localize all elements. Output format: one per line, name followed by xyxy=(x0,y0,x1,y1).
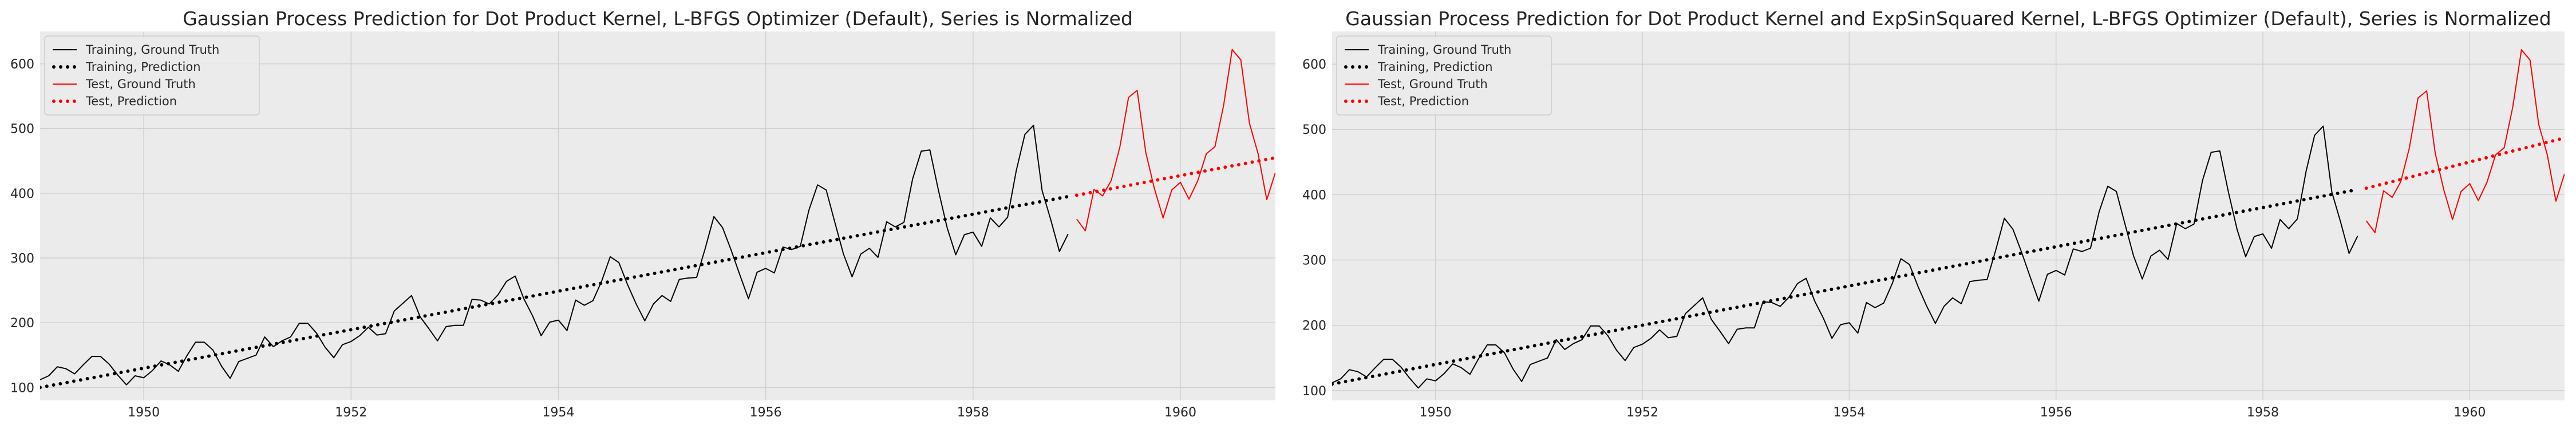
x-tick-label: 1956 xyxy=(2040,406,2072,420)
y-tick-label: 100 xyxy=(1302,384,1326,399)
x-tick-label: 1950 xyxy=(1420,406,1452,420)
chart-title: Gaussian Process Prediction for Dot Prod… xyxy=(183,7,1133,30)
x-tick-label: 1958 xyxy=(2247,406,2279,420)
series-test-prediction xyxy=(1074,156,1275,197)
x-tick-label: 1950 xyxy=(128,406,160,420)
legend: Training, Ground Truth Training, Predicti… xyxy=(44,35,260,116)
x-tick-label: 1958 xyxy=(957,406,989,420)
legend-box xyxy=(44,35,260,116)
x-tick-label: 1960 xyxy=(2453,406,2486,420)
series-test-prediction xyxy=(2364,136,2565,190)
y-tick-label: 200 xyxy=(10,316,34,331)
series-training-prediction xyxy=(1332,188,2360,386)
y-tick-label: 500 xyxy=(1302,123,1326,137)
legend-label: Training, Ground Truth xyxy=(85,43,219,57)
legend-label: Training, Prediction xyxy=(85,60,201,74)
legend-label: Test, Ground Truth xyxy=(1377,77,1488,91)
x-tick-label: 1952 xyxy=(1626,406,1658,420)
series-test-ground-truth xyxy=(1076,49,1275,232)
y-tick-label: 200 xyxy=(1302,319,1326,333)
chart-2: 1950 1952 1954 1956 1958 1960 100 200 300 400 500 6… xyxy=(1302,7,2565,420)
x-tick-label: 1956 xyxy=(750,406,782,420)
series-training-prediction xyxy=(40,194,1070,390)
legend-box xyxy=(1336,35,1552,116)
y-tick-label: 600 xyxy=(10,58,34,72)
y-tick-label: 500 xyxy=(10,122,34,137)
x-tick-label: 1954 xyxy=(1833,406,1865,420)
legend-label: Training, Prediction xyxy=(1377,60,1493,74)
series-training-ground-truth xyxy=(1332,125,2358,389)
y-tick-label: 400 xyxy=(10,187,34,201)
chart-title: Gaussian Process Prediction for Dot Prod… xyxy=(1345,7,2551,30)
x-tick-label: 1952 xyxy=(335,406,367,420)
y-tick-label: 300 xyxy=(10,252,34,266)
x-tick-label: 1960 xyxy=(1164,406,1196,420)
series-test-ground-truth xyxy=(2365,49,2565,233)
series-training-ground-truth xyxy=(40,125,1069,386)
y-tick-label: 400 xyxy=(1302,188,1326,202)
y-tick-label: 300 xyxy=(1302,254,1326,268)
x-tick-label: 1954 xyxy=(542,406,574,420)
legend-label: Test, Prediction xyxy=(1377,94,1469,108)
legend-label: Test, Ground Truth xyxy=(85,77,196,91)
legend-label: Training, Ground Truth xyxy=(1377,43,1511,57)
y-tick-label: 100 xyxy=(10,381,34,395)
legend-label: Test, Prediction xyxy=(85,94,177,108)
y-tick-label: 600 xyxy=(1302,58,1326,72)
legend: Training, Ground Truth Training, Predicti… xyxy=(1336,35,1552,116)
chart-1: 1950 1952 1954 1956 1958 1960 100 200 300 400 500 6… xyxy=(10,7,1275,420)
